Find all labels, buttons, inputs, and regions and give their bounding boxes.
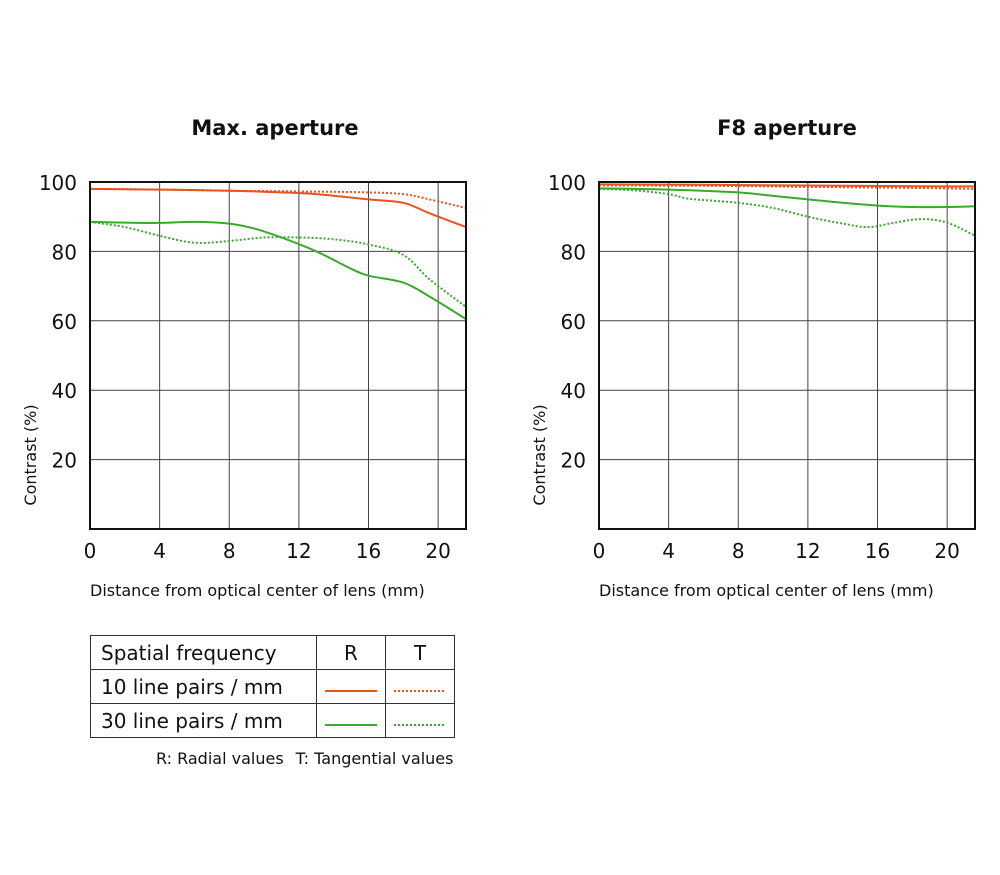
plot-frame [598, 181, 976, 530]
chart-title: F8 aperture [717, 116, 857, 140]
x-tick-label: 12 [795, 539, 820, 563]
x-tick-label: 0 [84, 539, 97, 563]
y-tick-label: 60 [52, 310, 77, 334]
legend-note: R: Radial values T: Tangential values [156, 749, 465, 768]
legend-header-r: R [316, 635, 386, 670]
legend-30lp-radial-swatch [316, 703, 386, 738]
legend-header-t: T [385, 635, 455, 670]
series-line [598, 184, 976, 190]
series-line [598, 187, 976, 237]
note-tangential: T: Tangential values [295, 749, 454, 768]
x-tick-label: 20 [934, 539, 959, 563]
y-tick-label: 40 [561, 379, 586, 403]
y-tick-label: 100 [39, 171, 77, 195]
y-tick-label: 60 [561, 310, 586, 334]
y-tick-label: 80 [561, 240, 586, 264]
series-line [89, 187, 467, 209]
legend-row-10lp: 10 line pairs / mm [90, 669, 455, 704]
chart-title: Max. aperture [191, 116, 358, 140]
legend-row-10lp-label: 10 line pairs / mm [90, 669, 317, 704]
series-line [89, 220, 467, 320]
x-axis-label: Distance from optical center of lens (mm… [599, 581, 934, 600]
x-tick-label: 8 [732, 539, 745, 563]
legend-30lp-tangential-swatch [385, 703, 455, 738]
legend-10lp-tangential-swatch [385, 669, 455, 704]
x-tick-label: 8 [223, 539, 236, 563]
y-tick-label: 20 [52, 449, 77, 473]
x-tick-label: 4 [662, 539, 675, 563]
legend-10lp-radial-swatch [316, 669, 386, 704]
y-axis-label: Contrast (%) [530, 404, 549, 505]
series-line [89, 187, 467, 229]
legend-header-row: Spatial frequency R T [90, 635, 455, 670]
legend-row-30lp-label: 30 line pairs / mm [90, 703, 317, 738]
y-tick-label: 100 [548, 171, 586, 195]
x-tick-label: 12 [286, 539, 311, 563]
y-axis-label: Contrast (%) [21, 404, 40, 505]
x-tick-label: 0 [593, 539, 606, 563]
y-tick-label: 20 [561, 449, 586, 473]
note-radial: R: Radial values [156, 749, 284, 768]
max-aperture-chart: 0 4 8 12 16 20 20 40 60 80 100 Max. aperture Distanc… [21, 116, 467, 600]
x-tick-label: 16 [356, 539, 381, 563]
y-tick-label: 80 [52, 240, 77, 264]
y-tick-label: 40 [52, 379, 77, 403]
series-line [89, 220, 467, 308]
series-line [598, 187, 976, 209]
x-axis-label: Distance from optical center of lens (mm… [90, 581, 425, 600]
series-line [598, 183, 976, 188]
legend-row-30lp: 30 line pairs / mm [90, 703, 455, 738]
plot-frame [89, 181, 467, 530]
x-tick-label: 16 [865, 539, 890, 563]
legend-table: Spatial frequency R T 10 line pairs / mm… [90, 635, 455, 738]
legend-header-label: Spatial frequency [90, 635, 317, 670]
x-tick-label: 20 [425, 539, 450, 563]
f8-aperture-chart: 0 4 8 12 16 20 20 40 60 80 100 F8 aperture Distance … [530, 116, 976, 600]
x-tick-label: 4 [153, 539, 166, 563]
